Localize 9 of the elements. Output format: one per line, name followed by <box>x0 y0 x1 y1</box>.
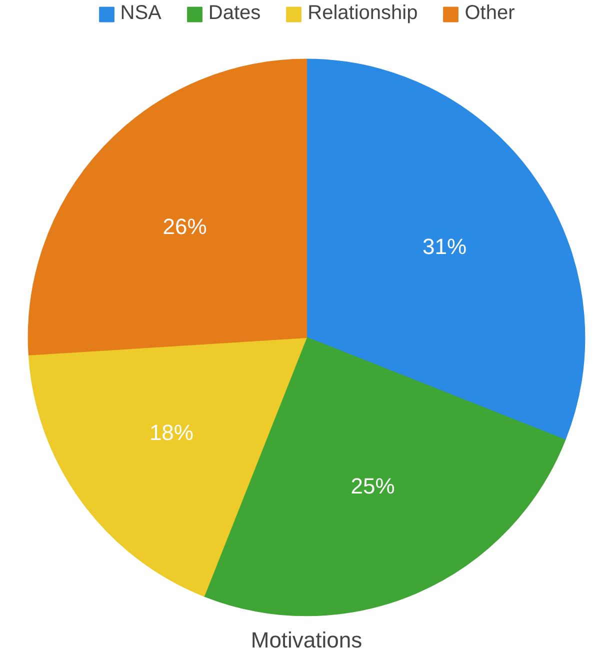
legend-label: NSA <box>120 2 162 25</box>
data-label: 31% <box>422 234 467 260</box>
data-label: 25% <box>350 473 395 498</box>
legend-label: Other <box>464 2 515 25</box>
data-label: 18% <box>149 420 194 446</box>
legend-label: Relationship <box>308 2 418 25</box>
text: Motivations <box>250 628 362 652</box>
legend-label: Dates <box>208 2 261 25</box>
data-label: 26% <box>162 214 207 240</box>
